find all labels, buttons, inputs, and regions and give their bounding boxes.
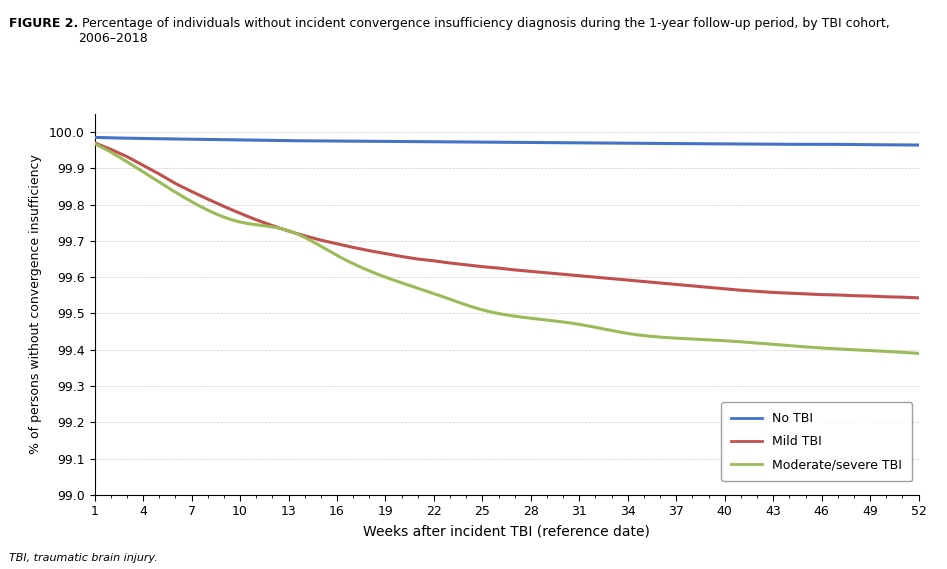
- Y-axis label: % of persons without convergence insufficiency: % of persons without convergence insuffi…: [29, 154, 43, 455]
- Text: TBI, traumatic brain injury.: TBI, traumatic brain injury.: [9, 553, 158, 563]
- Legend: No TBI, Mild TBI, Moderate/severe TBI: No TBI, Mild TBI, Moderate/severe TBI: [722, 402, 912, 481]
- Text: Percentage of individuals without incident convergence insufficiency diagnosis d: Percentage of individuals without incide…: [78, 17, 889, 45]
- X-axis label: Weeks after incident TBI (reference date): Weeks after incident TBI (reference date…: [364, 524, 650, 538]
- Text: FIGURE 2.: FIGURE 2.: [9, 17, 79, 30]
